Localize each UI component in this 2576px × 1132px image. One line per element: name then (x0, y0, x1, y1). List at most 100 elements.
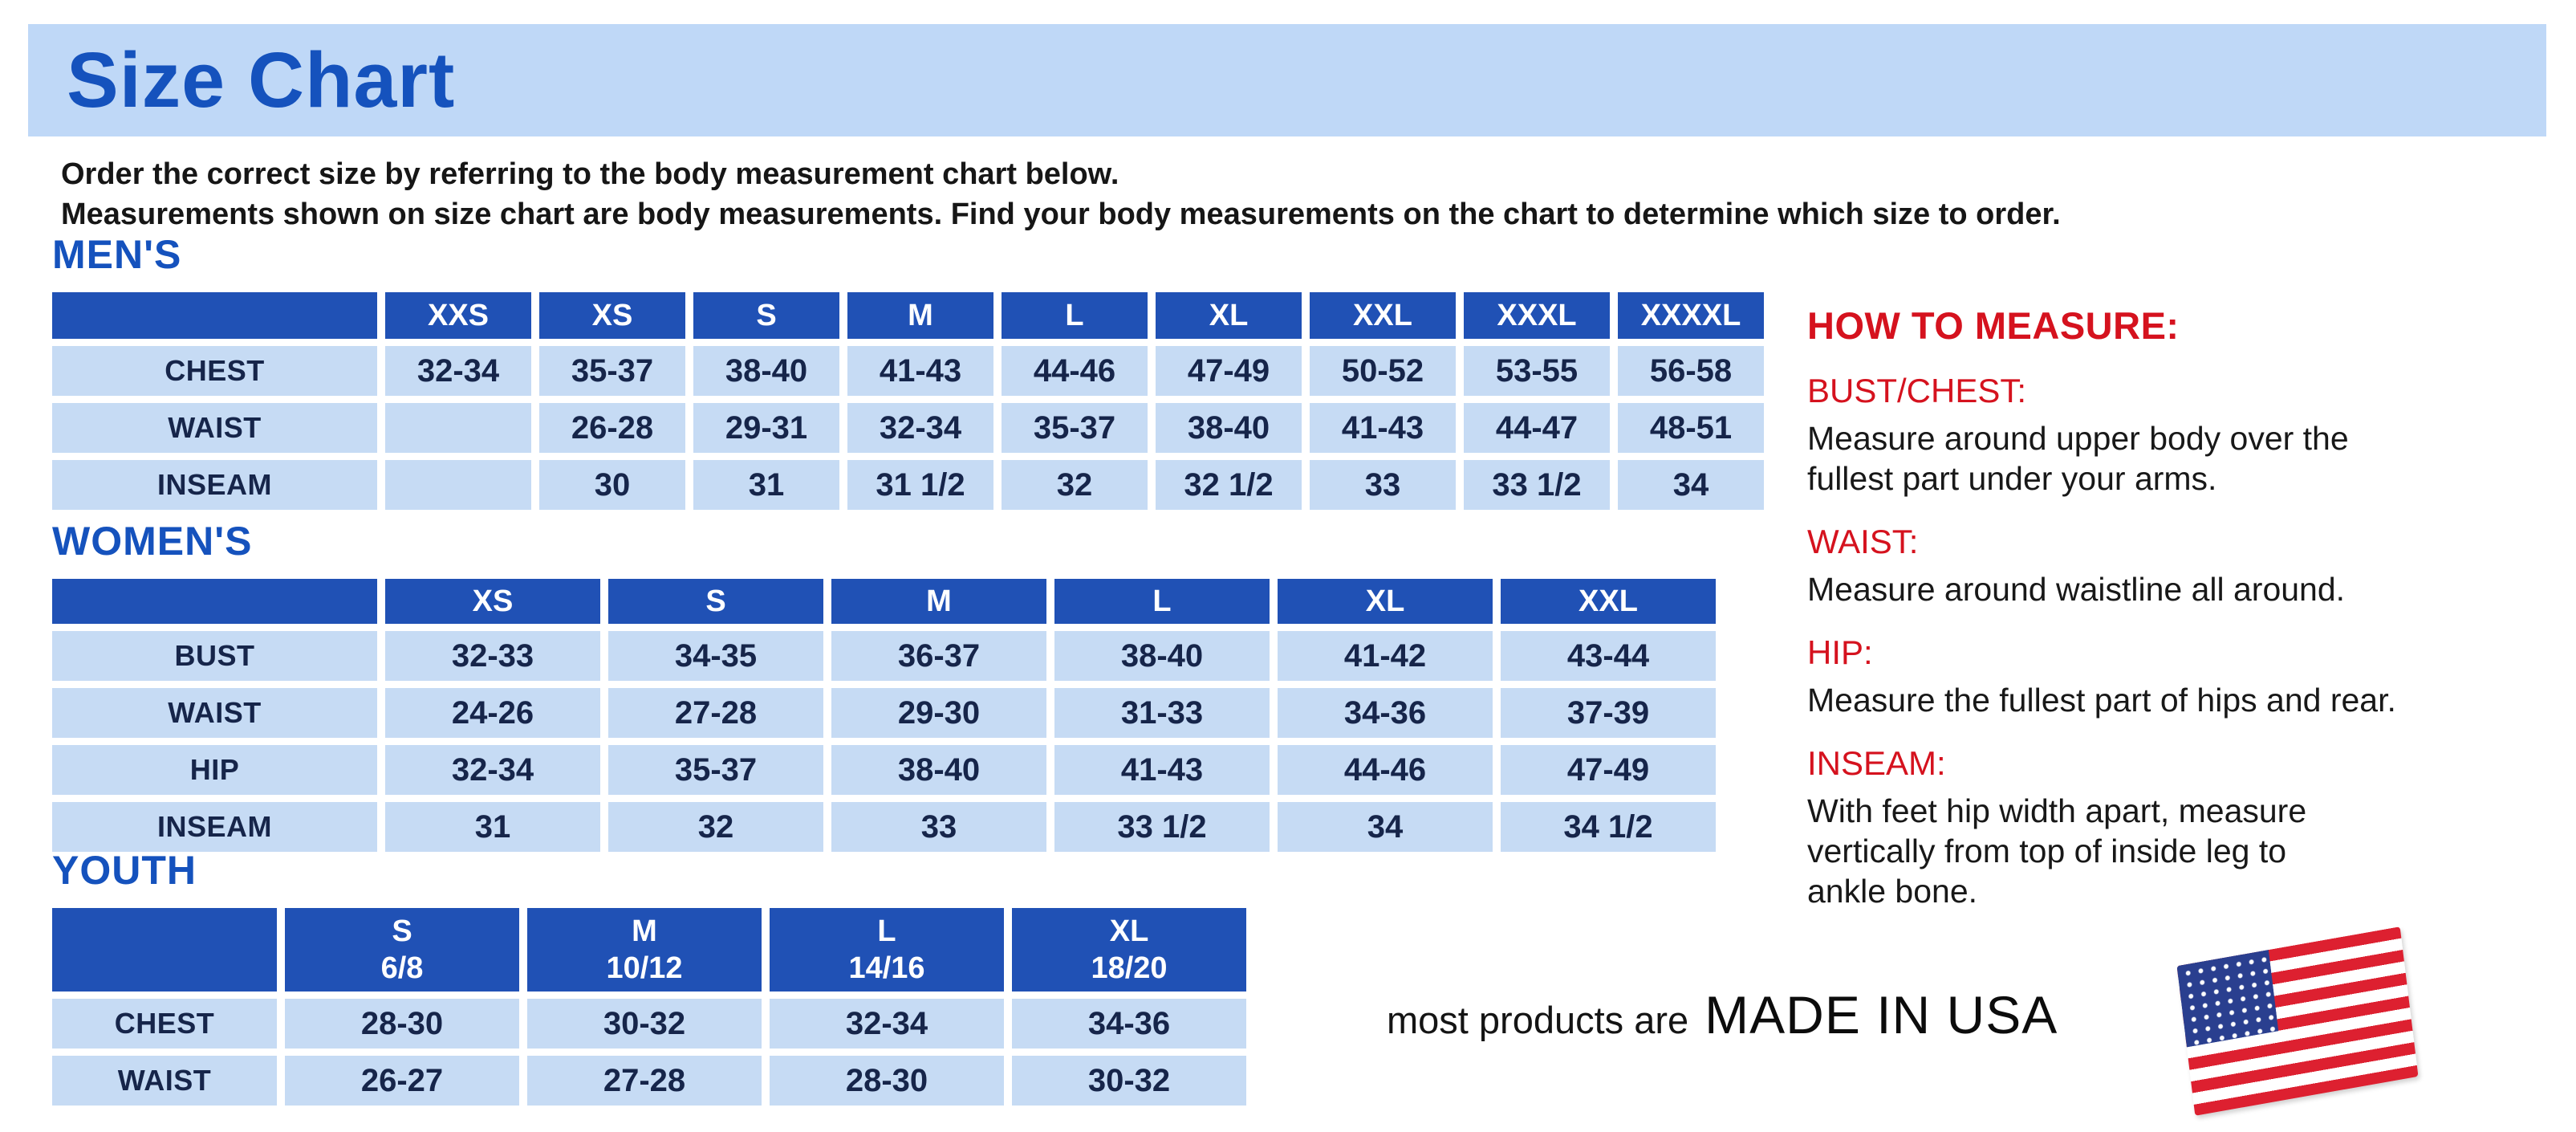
womens-size-cell: 35-37 (608, 745, 823, 795)
measure-term: INSEAM: (1807, 744, 1946, 782)
womens-column-header: M (831, 579, 1046, 624)
mens-size-cell: 31 1/2 (847, 460, 993, 510)
mens-row-label: WAIST (52, 403, 377, 453)
mens-size-cell: 56-58 (1618, 346, 1764, 396)
youth-column-header: S 6/8 (285, 908, 519, 992)
womens-size-cell: 41-43 (1054, 745, 1270, 795)
youth-size-cell: 27-28 (527, 1056, 762, 1106)
mens-size-cell: 47-49 (1156, 346, 1302, 396)
youth-column-header: XL 18/20 (1012, 908, 1246, 992)
mens-column-header: XXS (385, 292, 531, 339)
womens-size-table: XS S M L XL XXL BUST 32-33 34-35 36-37 38-40 41-42 4… (52, 579, 1716, 852)
womens-table-row: INSEAM 31 32 33 33 1/2 34 34 1/2 (52, 802, 1716, 852)
womens-row-label: BUST (52, 631, 377, 681)
youth-row-label: WAIST (52, 1056, 277, 1106)
youth-size-cell: 28-30 (285, 999, 519, 1049)
mens-size-cell: 44-46 (1002, 346, 1148, 396)
mens-column-header: XXL (1310, 292, 1456, 339)
womens-row-label: WAIST (52, 688, 377, 738)
mens-size-cell: 35-37 (539, 346, 685, 396)
womens-column-header: S (608, 579, 823, 624)
youth-heading: YOUTH (52, 848, 197, 893)
how-to-measure-section: HOW TO MEASURE: BUST/CHEST: Measure aroun… (1807, 303, 2554, 911)
title-banner: Size Chart (28, 24, 2546, 136)
mens-size-cell: 33 1/2 (1464, 460, 1610, 510)
mens-size-cell: 30 (539, 460, 685, 510)
womens-column-header: XXL (1501, 579, 1716, 624)
womens-size-cell: 34 1/2 (1501, 802, 1716, 852)
womens-corner-cell (52, 579, 377, 624)
mens-size-cell: 32-34 (847, 403, 993, 453)
mens-size-cell: 41-43 (847, 346, 993, 396)
mens-row-label: CHEST (52, 346, 377, 396)
how-to-measure-items: BUST/CHEST: Measure around upper body ove… (1807, 372, 2554, 911)
mens-table-row: CHEST 32-34 35-37 38-40 41-43 44-46 47-49 50-52… (52, 346, 1764, 396)
womens-size-cell: 37-39 (1501, 688, 1716, 738)
mens-column-header: L (1002, 292, 1148, 339)
mens-size-cell: 26-28 (539, 403, 685, 453)
womens-size-cell: 36-37 (831, 631, 1046, 681)
youth-row-label: CHEST (52, 999, 277, 1049)
womens-size-cell: 32 (608, 802, 823, 852)
youth-size-cell: 30-32 (1012, 1056, 1246, 1106)
womens-size-cell: 31 (385, 802, 600, 852)
mens-heading: MEN'S (52, 232, 182, 277)
measure-description: Measure around upper body over the fulle… (1807, 420, 2349, 497)
mens-column-header: M (847, 292, 993, 339)
womens-size-cell: 34 (1278, 802, 1493, 852)
youth-size-cell: 26-27 (285, 1056, 519, 1106)
made-in-usa-line: most products are MADE IN USA (1387, 984, 2058, 1045)
usa-flag-icon (2176, 926, 2419, 1116)
womens-size-cell: 31-33 (1054, 688, 1270, 738)
youth-table-row: WAIST 26-27 27-28 28-30 30-32 (52, 1056, 1246, 1106)
womens-table-row: BUST 32-33 34-35 36-37 38-40 41-42 43-44 (52, 631, 1716, 681)
mens-size-cell: 50-52 (1310, 346, 1456, 396)
footer-emphasis-text: MADE IN USA (1704, 985, 2058, 1044)
womens-size-cell: 32-33 (385, 631, 600, 681)
womens-table-row: HIP 32-34 35-37 38-40 41-43 44-46 47-49 (52, 745, 1716, 795)
womens-size-cell: 44-46 (1278, 745, 1493, 795)
mens-size-table: XXS XS S M L XL XXL XXXL XXXXL CHEST 32-34 35-37 38-… (52, 292, 1764, 510)
womens-size-cell: 38-40 (1054, 631, 1270, 681)
womens-size-cell: 33 1/2 (1054, 802, 1270, 852)
mens-size-cell: 53-55 (1464, 346, 1610, 396)
mens-size-cell: 38-40 (1156, 403, 1302, 453)
mens-column-header: XXXXL (1618, 292, 1764, 339)
mens-size-cell: 48-51 (1618, 403, 1764, 453)
womens-size-cell: 33 (831, 802, 1046, 852)
womens-size-cell: 41-42 (1278, 631, 1493, 681)
intro-text: Order the correct size by referring to t… (61, 157, 2061, 231)
womens-table-row: WAIST 24-26 27-28 29-30 31-33 34-36 37-39 (52, 688, 1716, 738)
womens-size-cell: 27-28 (608, 688, 823, 738)
mens-size-cell: 34 (1618, 460, 1764, 510)
footer-prefix-text: most products are (1387, 999, 1689, 1041)
mens-size-cell (385, 460, 531, 510)
measure-description: With feet hip width apart, measure verti… (1807, 792, 2307, 910)
womens-column-header: XS (385, 579, 600, 624)
youth-size-cell: 28-30 (770, 1056, 1004, 1106)
womens-size-cell: 38-40 (831, 745, 1046, 795)
how-to-measure-heading: HOW TO MEASURE: (1807, 304, 2180, 347)
mens-row-label: INSEAM (52, 460, 377, 510)
mens-size-cell: 33 (1310, 460, 1456, 510)
youth-size-cell: 34-36 (1012, 999, 1246, 1049)
measure-term: HIP: (1807, 633, 1873, 671)
youth-size-section: YOUTH S 6/8 M 10/12 L 14/16 XL 18/20 CHEST 28… (52, 847, 1246, 1113)
womens-size-cell: 24-26 (385, 688, 600, 738)
womens-size-cell: 29-30 (831, 688, 1046, 738)
measure-description: Measure the fullest part of hips and rea… (1807, 682, 2396, 719)
mens-column-header: XS (539, 292, 685, 339)
measure-description: Measure around waistline all around. (1807, 571, 2346, 608)
mens-table-row: WAIST 26-28 29-31 32-34 35-37 38-40 41-43 44-47… (52, 403, 1764, 453)
mens-table-row: INSEAM 30 31 31 1/2 32 32 1/2 33 33 1/2 34 (52, 460, 1764, 510)
womens-size-cell: 34-35 (608, 631, 823, 681)
womens-size-section: WOMEN'S XS S M L XL XXL BUST 32-33 34-35 36-37 38-… (52, 518, 1716, 859)
youth-size-cell: 30-32 (527, 999, 762, 1049)
womens-size-cell: 47-49 (1501, 745, 1716, 795)
youth-corner-cell (52, 908, 277, 992)
mens-column-header: S (693, 292, 839, 339)
womens-header-row: XS S M L XL XXL (52, 579, 1716, 624)
womens-heading: WOMEN'S (52, 519, 253, 564)
mens-size-cell: 35-37 (1002, 403, 1148, 453)
mens-size-cell: 31 (693, 460, 839, 510)
